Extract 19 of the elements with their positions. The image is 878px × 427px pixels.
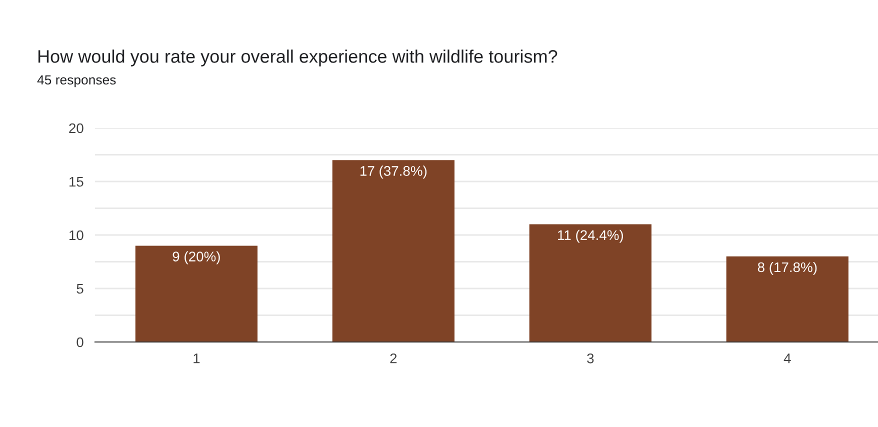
x-tick-label: 1 [194, 354, 200, 364]
data-label: 8 (17.8%) [758, 262, 817, 275]
y-tick-label: 15 [70, 176, 84, 187]
bar [135, 246, 258, 342]
bar [332, 160, 454, 342]
x-tick-label: 4 [784, 354, 791, 364]
chart-title: How would you rate your overall experience with wildlife tourism? [38, 50, 558, 66]
y-tick-label: 20 [69, 123, 84, 134]
bar [726, 256, 848, 342]
chart-subtitle: 45 responses [37, 75, 116, 88]
data-label: 9 (20%) [172, 251, 220, 264]
data-label: 17 (37.8%) [360, 166, 427, 179]
x-tick-label: 2 [390, 353, 397, 364]
y-tick-label: 5 [76, 284, 84, 294]
x-tick-label: 3 [587, 353, 594, 364]
y-tick-label: 10 [70, 230, 84, 240]
bar [529, 224, 652, 342]
y-tick-label: 0 [76, 337, 84, 348]
data-label: 11 (24.4%) [558, 230, 624, 243]
